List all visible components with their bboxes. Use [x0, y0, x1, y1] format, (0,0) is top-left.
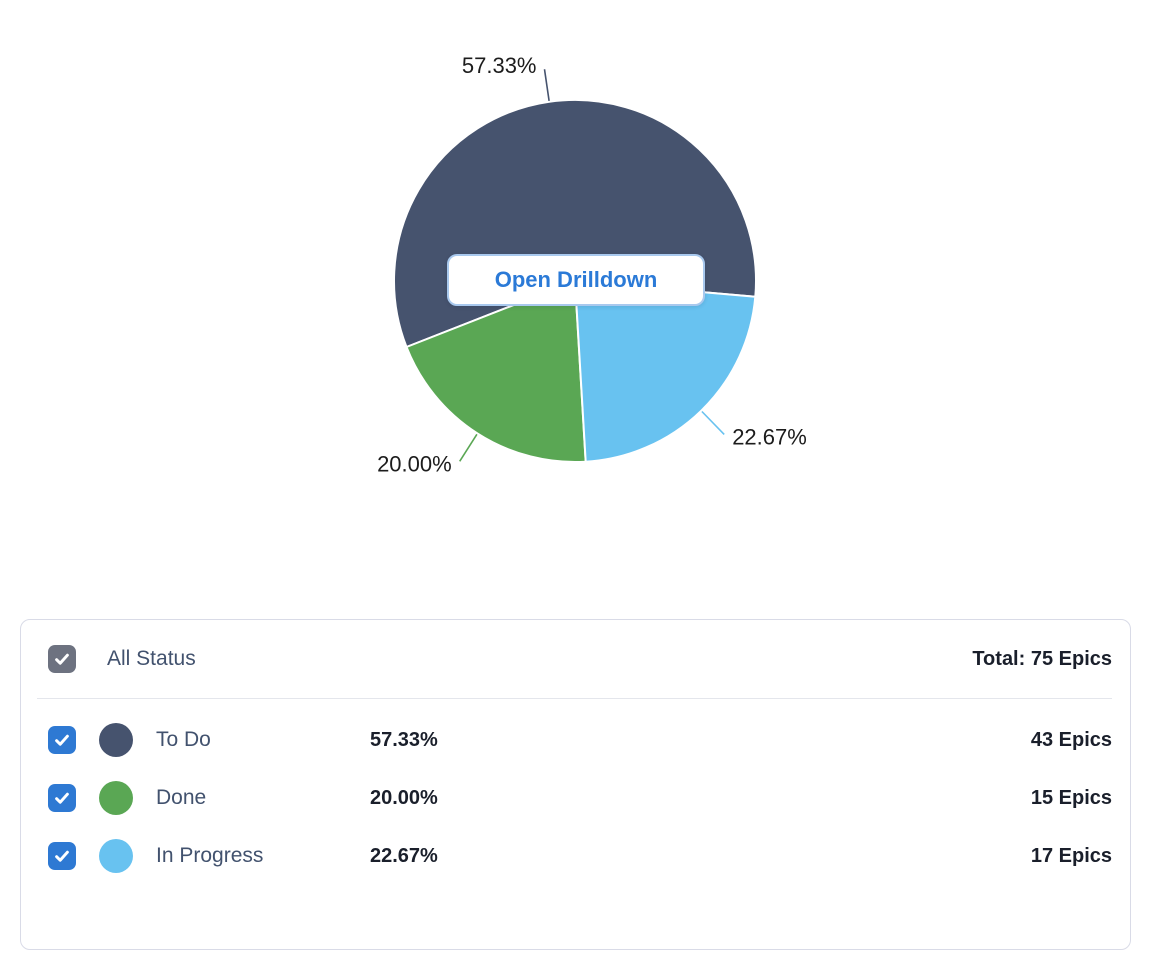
legend-rows: To Do 57.33% 43 Epics Done 20.00% 15 Epics In … — [21, 699, 1130, 885]
legend-count-done: 15 Epics — [1030, 786, 1112, 809]
pie-label-in-progress: 22.67% — [732, 424, 807, 449]
legend-count-to-do: 43 Epics — [1030, 728, 1112, 751]
legend-percent-in-progress: 22.67% — [370, 844, 438, 867]
pie-label-line-done — [459, 433, 478, 462]
legend-checkbox-to-do[interactable] — [48, 726, 76, 754]
total-epics-label: Total: 75 Epics — [972, 647, 1112, 670]
legend-checkbox-in-progress[interactable] — [48, 842, 76, 870]
pie-label-line-to-do — [543, 69, 550, 102]
legend-label-to-do: To Do — [156, 728, 211, 751]
pie-label-line-in-progress — [701, 410, 725, 435]
series-color-dot-done — [99, 781, 133, 815]
legend-label-in-progress: In Progress — [156, 844, 264, 867]
pie-slice-done[interactable] — [405, 280, 587, 464]
legend-header: All Status Total: 75 Epics — [21, 620, 1130, 698]
all-status-checkbox[interactable] — [48, 645, 76, 673]
legend-row-to-do[interactable]: To Do 57.33% 43 Epics — [21, 711, 1130, 769]
legend-label-done: Done — [156, 786, 207, 809]
legend-count-in-progress: 17 Epics — [1030, 844, 1112, 867]
pie-label-to-do: 57.33% — [462, 53, 537, 78]
check-icon — [55, 653, 69, 665]
check-icon — [55, 792, 69, 804]
all-status-label: All Status — [107, 647, 196, 670]
series-color-dot-in-progress — [99, 839, 133, 873]
legend-row-in-progress[interactable]: In Progress 22.67% 17 Epics — [21, 827, 1130, 885]
legend-row-done[interactable]: Done 20.00% 15 Epics — [21, 769, 1130, 827]
legend-panel: All Status Total: 75 Epics To Do 57.33% 43… — [20, 619, 1131, 950]
series-color-dot-to-do — [99, 723, 133, 757]
legend-percent-done: 20.00% — [370, 786, 438, 809]
pie-slice-in-progress[interactable] — [574, 280, 757, 463]
open-drilldown-button[interactable]: Open Drilldown — [447, 254, 705, 306]
pie-label-done: 20.00% — [377, 451, 452, 476]
pie-chart: 57.33% 20.00% 22.67% Open Drilldown — [377, 53, 807, 476]
check-icon — [55, 734, 69, 746]
legend-percent-to-do: 57.33% — [370, 728, 438, 751]
divider — [37, 698, 1112, 699]
check-icon — [55, 850, 69, 862]
legend-checkbox-done[interactable] — [48, 784, 76, 812]
